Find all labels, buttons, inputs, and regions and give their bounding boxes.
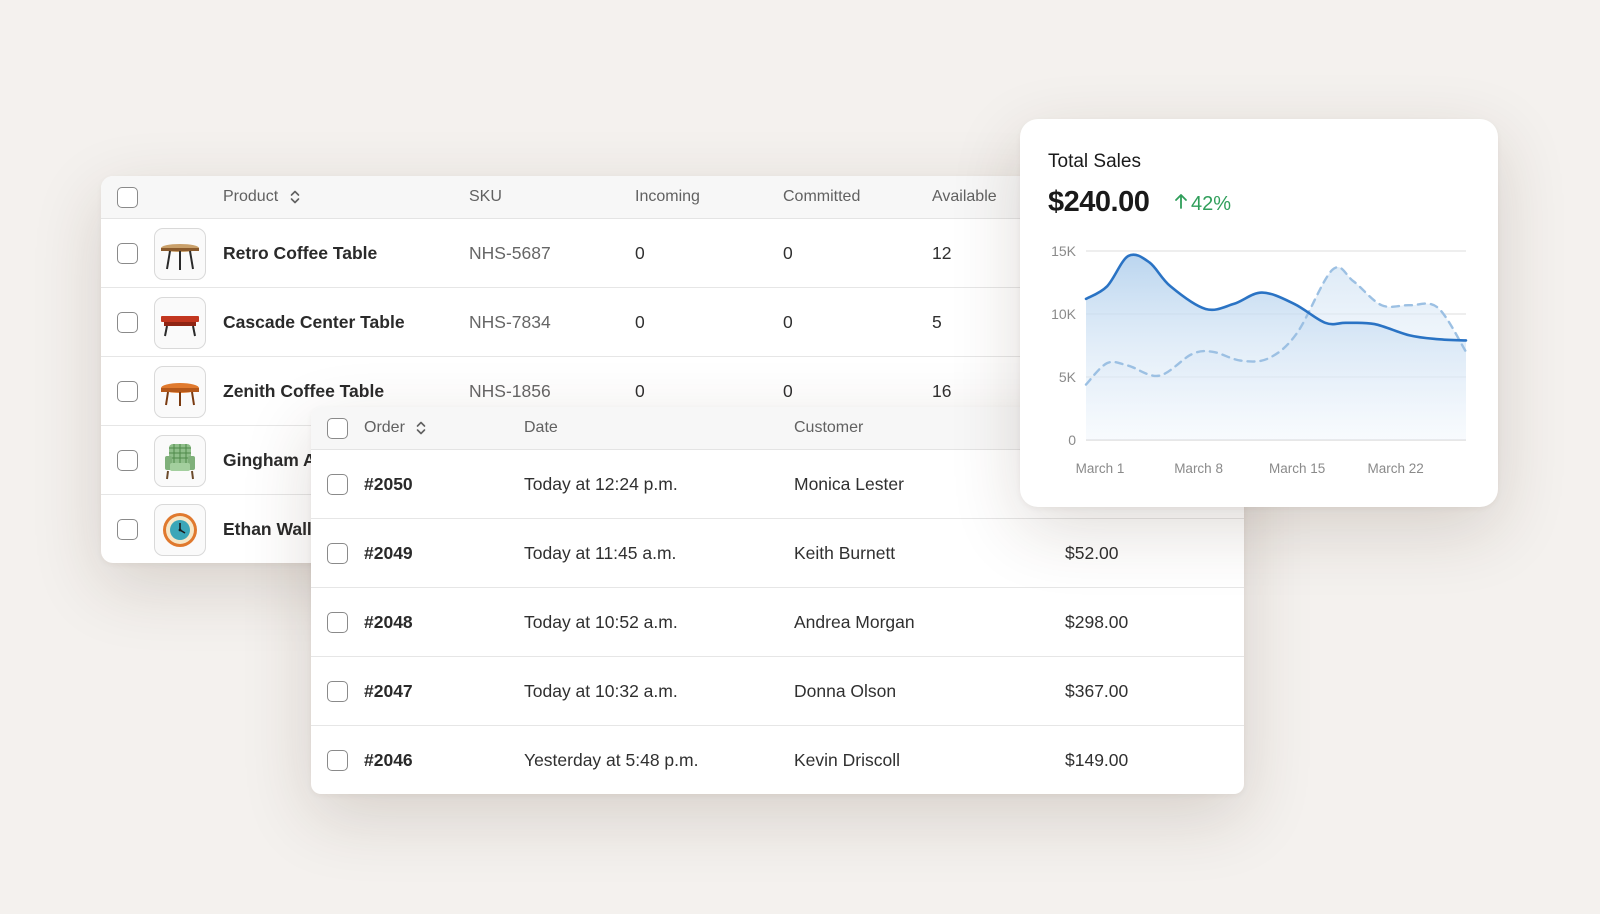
x-tick-label: March 1 (1076, 461, 1125, 476)
armchair-icon (154, 435, 206, 487)
product-name[interactable]: Cascade Center Table (223, 312, 405, 332)
sort-icon[interactable] (415, 419, 427, 437)
order-id[interactable]: #2050 (364, 474, 413, 494)
row-checkbox[interactable] (327, 543, 348, 564)
product-column-header[interactable]: Product (223, 188, 301, 206)
product-available: 16 (932, 381, 952, 401)
sales-change-value: 42% (1191, 193, 1232, 215)
x-tick-label: March 15 (1269, 461, 1325, 476)
product-name[interactable]: Zenith Coffee Table (223, 381, 385, 401)
wall-clock-icon (154, 504, 206, 556)
row-checkbox[interactable] (327, 474, 348, 495)
round-table-icon (154, 228, 206, 280)
order-date: Today at 10:32 a.m. (524, 681, 678, 701)
row-checkbox[interactable] (117, 243, 138, 264)
product-available: 12 (932, 243, 952, 263)
order-customer: Keith Burnett (794, 543, 896, 563)
sales-value: $240.00 (1048, 186, 1150, 218)
product-incoming: 0 (635, 381, 645, 401)
row-checkbox[interactable] (327, 750, 348, 771)
table-row[interactable]: Cascade Center Table NHS-7834 0 0 5 (101, 288, 1061, 357)
product-name[interactable]: Gingham A (223, 450, 316, 470)
table-row[interactable]: Ethan Wall (101, 495, 1061, 563)
product-name[interactable]: Retro Coffee Table (223, 243, 378, 263)
row-checkbox[interactable] (117, 450, 138, 471)
sku-column-header: SKU (469, 188, 502, 205)
product-column-label: Product (223, 188, 279, 206)
y-tick-label: 15K (1051, 243, 1077, 259)
row-checkbox[interactable] (327, 612, 348, 633)
order-date: Today at 11:45 a.m. (524, 543, 677, 563)
available-column-header: Available (932, 188, 997, 205)
order-id[interactable]: #2049 (364, 543, 413, 563)
product-sku: NHS-7834 (469, 312, 551, 332)
table-row[interactable]: Retro Coffee Table NHS-5687 0 0 12 (101, 219, 1061, 288)
select-all-products-checkbox[interactable] (117, 187, 138, 208)
product-available: 5 (932, 312, 942, 332)
order-id[interactable]: #2047 (364, 681, 413, 701)
order-amount: $367.00 (1065, 681, 1129, 701)
committed-column-header: Committed (783, 188, 861, 205)
x-tick-label: March 8 (1174, 461, 1223, 476)
product-sku: NHS-5687 (469, 243, 551, 263)
table-row[interactable]: #2047 Today at 10:32 a.m. Donna Olson $3… (311, 657, 1244, 726)
order-id[interactable]: #2046 (364, 750, 413, 770)
row-checkbox[interactable] (117, 519, 138, 540)
order-customer: Andrea Morgan (794, 612, 915, 632)
order-column-label: Order (364, 419, 405, 437)
sales-change: 42% (1174, 192, 1231, 216)
arrow-up-icon (1175, 194, 1187, 209)
total-sales-card: 0 5K 10K 15K March 1 March 8 March 15 March 22 … (1020, 119, 1498, 507)
row-checkbox[interactable] (117, 312, 138, 333)
product-incoming: 0 (635, 243, 645, 263)
incoming-column-header: Incoming (635, 188, 700, 205)
orange-table-icon (154, 366, 206, 418)
order-id[interactable]: #2048 (364, 612, 413, 632)
row-checkbox[interactable] (327, 681, 348, 702)
order-customer: Kevin Driscoll (794, 750, 900, 770)
y-tick-label: 5K (1059, 369, 1077, 385)
sales-chart: 0 5K 10K 15K March 1 March 8 March 15 March 22 (1051, 243, 1468, 476)
sales-area-fill (1086, 254, 1466, 440)
sales-title: Total Sales (1048, 151, 1141, 172)
products-table-header: Product SKU Incoming Committed Available (101, 176, 1061, 219)
order-date: Today at 12:24 p.m. (524, 474, 678, 494)
row-checkbox[interactable] (117, 381, 138, 402)
y-tick-label: 0 (1068, 432, 1076, 448)
order-amount: $52.00 (1065, 543, 1119, 563)
product-committed: 0 (783, 312, 793, 332)
customer-column-header: Customer (794, 419, 864, 436)
table-row[interactable]: #2049 Today at 11:45 a.m. Keith Burnett … (311, 519, 1244, 588)
y-tick-label: 10K (1051, 306, 1077, 322)
product-sku: NHS-1856 (469, 381, 551, 401)
select-all-orders-checkbox[interactable] (327, 418, 348, 439)
order-amount: $298.00 (1065, 612, 1129, 632)
product-committed: 0 (783, 243, 793, 263)
date-column-header: Date (524, 419, 558, 436)
sort-icon[interactable] (289, 188, 301, 206)
order-column-header[interactable]: Order (364, 419, 427, 437)
table-row[interactable]: #2046 Yesterday at 5:48 p.m. Kevin Drisc… (311, 726, 1244, 794)
x-tick-label: March 22 (1367, 461, 1423, 476)
product-committed: 0 (783, 381, 793, 401)
order-date: Today at 10:52 a.m. (524, 612, 678, 632)
order-date: Yesterday at 5:48 p.m. (524, 750, 699, 770)
sales-series-line (1084, 253, 1468, 342)
product-name[interactable]: Ethan Wall (223, 519, 312, 539)
table-row[interactable]: #2050 Today at 12:24 p.m. Monica Lester (311, 450, 1244, 519)
product-incoming: 0 (635, 312, 645, 332)
order-customer: Monica Lester (794, 474, 904, 494)
order-amount: $149.00 (1065, 750, 1129, 770)
red-table-icon (154, 297, 206, 349)
table-row[interactable]: #2048 Today at 10:52 a.m. Andrea Morgan … (311, 588, 1244, 657)
order-customer: Donna Olson (794, 681, 897, 701)
